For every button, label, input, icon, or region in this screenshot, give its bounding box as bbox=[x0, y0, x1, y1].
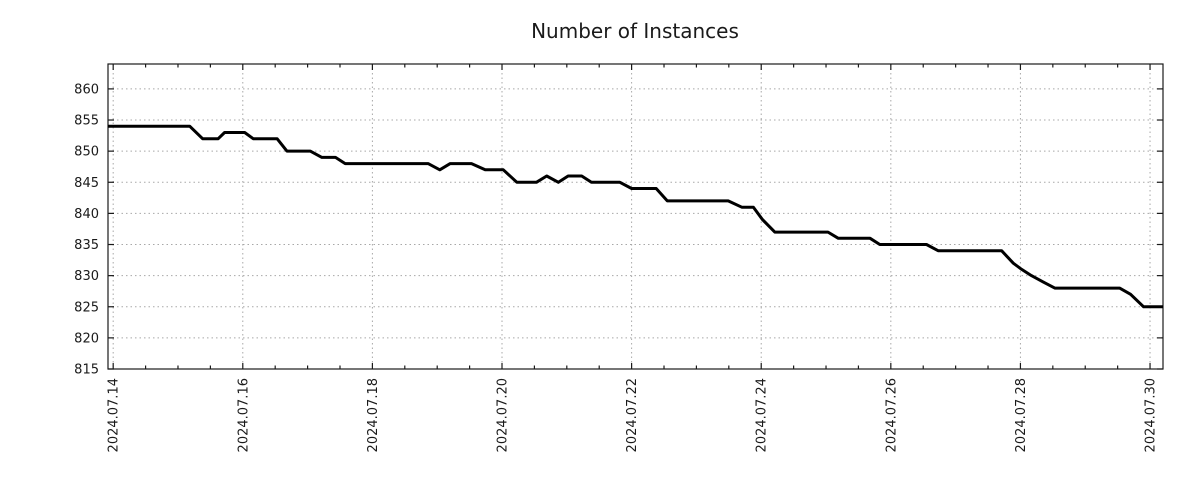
data-line-instances bbox=[108, 124, 1163, 309]
y-tick-label: 815 bbox=[74, 363, 99, 378]
x-tick-label: 2024.07.24 bbox=[755, 378, 770, 452]
y-tick-label: 840 bbox=[74, 207, 99, 222]
x-tick-label: 2024.07.16 bbox=[236, 378, 251, 452]
y-tick-label: 820 bbox=[74, 331, 99, 346]
chart-plot-area: 815 820 825 830 835 840 845 850 855 860 2024.07.14… bbox=[74, 63, 1164, 452]
y-tick-label: 845 bbox=[74, 176, 99, 191]
plot-border bbox=[107, 63, 1164, 370]
y-tick-label: 830 bbox=[74, 269, 99, 284]
y-tick-label: 860 bbox=[74, 82, 99, 97]
y-tick-label: 855 bbox=[74, 114, 99, 129]
x-tick-label: 2024.07.22 bbox=[625, 378, 640, 452]
x-tick-labels: 2024.07.14 2024.07.16 2024.07.18 2024.07.20… bbox=[107, 378, 1159, 452]
x-tick-label: 2024.07.30 bbox=[1144, 378, 1159, 452]
x-tick-label: 2024.07.28 bbox=[1014, 378, 1029, 452]
x-tick-label: 2024.07.18 bbox=[366, 378, 381, 452]
axis-ticks bbox=[108, 64, 1163, 370]
x-tick-label: 2024.07.14 bbox=[107, 378, 122, 452]
y-tick-label: 850 bbox=[74, 145, 99, 160]
x-tick-label: 2024.07.20 bbox=[496, 378, 511, 452]
y-tick-label: 835 bbox=[74, 238, 99, 253]
y-tick-labels: 815 820 825 830 835 840 845 850 855 860 bbox=[74, 82, 99, 377]
chart-title: Number of Instances bbox=[531, 19, 739, 43]
grid-lines bbox=[108, 64, 1163, 370]
y-tick-label: 825 bbox=[74, 300, 99, 315]
x-tick-label: 2024.07.26 bbox=[884, 378, 899, 452]
